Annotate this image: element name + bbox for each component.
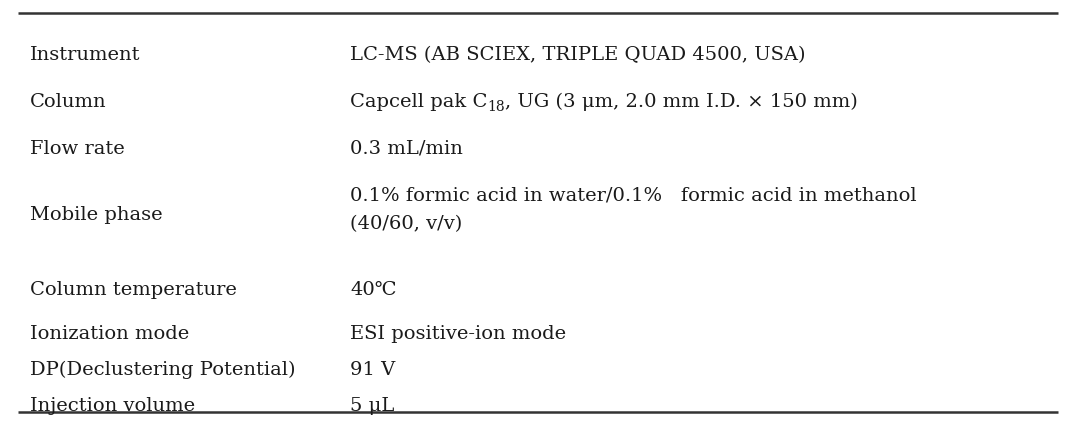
Text: Column: Column xyxy=(30,93,107,111)
Text: Ionization mode: Ionization mode xyxy=(30,324,189,342)
Text: 0.3 mL/min: 0.3 mL/min xyxy=(350,140,463,158)
Text: Flow rate: Flow rate xyxy=(30,140,125,158)
Text: (40/60, v/v): (40/60, v/v) xyxy=(350,215,463,233)
Text: 18: 18 xyxy=(487,100,505,114)
Text: 0.1% formic acid in water/0.1%   formic acid in methanol: 0.1% formic acid in water/0.1% formic ac… xyxy=(350,187,917,204)
Text: Instrument: Instrument xyxy=(30,46,141,64)
Text: 91 V: 91 V xyxy=(350,360,395,378)
Text: DP(Declustering Potential): DP(Declustering Potential) xyxy=(30,360,296,378)
Text: ESI positive-ion mode: ESI positive-ion mode xyxy=(350,324,566,342)
Text: Column temperature: Column temperature xyxy=(30,280,237,298)
Text: 5 μL: 5 μL xyxy=(350,396,395,414)
Text: 40℃: 40℃ xyxy=(350,280,397,298)
Text: , UG (3 μm, 2.0 mm I.D. × 150 mm): , UG (3 μm, 2.0 mm I.D. × 150 mm) xyxy=(505,93,858,111)
Text: Mobile phase: Mobile phase xyxy=(30,205,162,224)
Text: LC-MS (AB SCIEX, TRIPLE QUAD 4500, USA): LC-MS (AB SCIEX, TRIPLE QUAD 4500, USA) xyxy=(350,46,806,64)
Text: Injection volume: Injection volume xyxy=(30,396,195,414)
Text: Capcell pak C: Capcell pak C xyxy=(350,93,487,111)
